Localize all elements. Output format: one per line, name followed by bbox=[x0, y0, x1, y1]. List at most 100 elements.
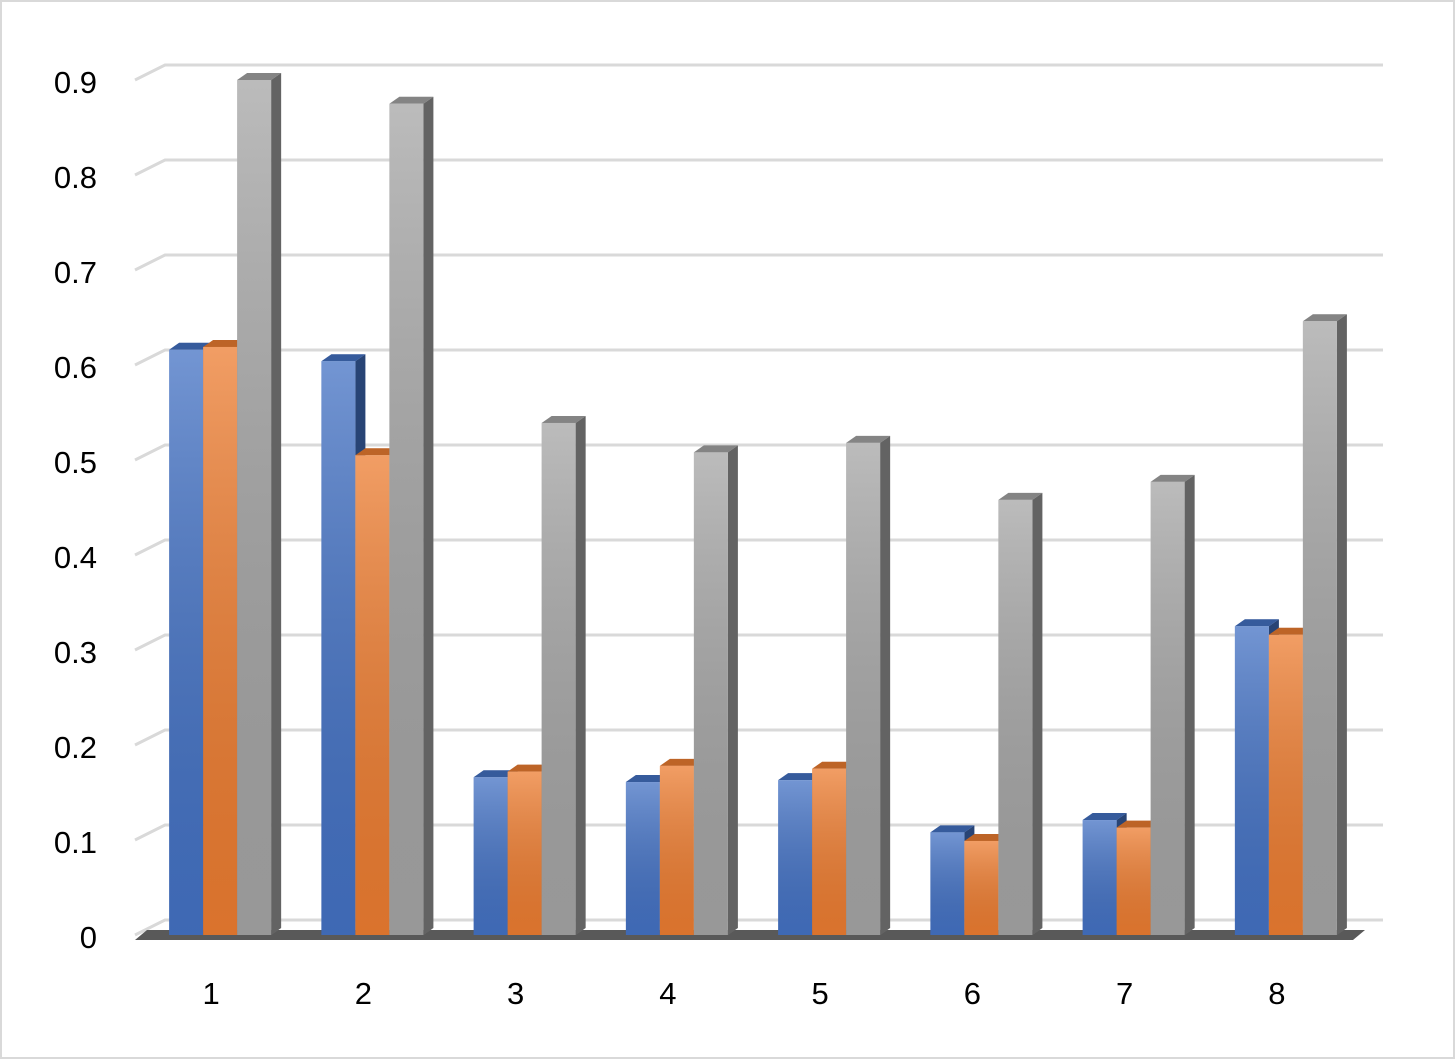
bar-top-shade bbox=[541, 415, 586, 423]
bar-top-shade bbox=[964, 833, 1009, 841]
bar-top-shade bbox=[930, 825, 975, 833]
grid-line bbox=[134, 63, 1383, 82]
bar-shine bbox=[998, 499, 1033, 935]
bar-shine bbox=[778, 780, 813, 935]
bar-shine bbox=[964, 840, 999, 935]
bar-shine bbox=[812, 768, 847, 935]
bar-top bbox=[1302, 314, 1347, 322]
bar-shine bbox=[237, 80, 272, 935]
bar-side bbox=[423, 96, 434, 935]
bar-top bbox=[1268, 627, 1313, 635]
bar-top-shade bbox=[1268, 627, 1313, 635]
bar-top bbox=[659, 758, 704, 766]
bar-top bbox=[355, 448, 400, 456]
bar-side bbox=[575, 415, 586, 935]
x-tick-label: 5 bbox=[812, 976, 829, 1011]
y-tick-label: 0.4 bbox=[54, 540, 97, 575]
bar-shine bbox=[507, 771, 542, 935]
y-tick-label: 0.9 bbox=[54, 65, 97, 100]
bar-top-shade bbox=[1234, 619, 1279, 627]
grid-line bbox=[134, 348, 1383, 367]
bar-side-shade bbox=[1336, 314, 1347, 935]
y-tick-label: 0.8 bbox=[54, 160, 97, 195]
bar-top-shade bbox=[169, 342, 214, 350]
bar-top-shade bbox=[625, 775, 670, 783]
bar-side-shade bbox=[880, 435, 891, 935]
bar-top-shade bbox=[998, 492, 1043, 500]
bar-top-shade bbox=[321, 354, 366, 362]
bar-top-shade bbox=[1082, 813, 1127, 821]
bar-shine bbox=[355, 455, 390, 935]
bar-shine bbox=[473, 777, 508, 935]
bar-top-shade bbox=[389, 96, 434, 104]
bar-top bbox=[237, 73, 282, 80]
grid-line bbox=[134, 633, 1383, 652]
bar-top bbox=[203, 339, 248, 347]
bar-top-shade bbox=[1150, 474, 1195, 482]
bar-top bbox=[1082, 813, 1127, 821]
bar-shine bbox=[203, 346, 238, 935]
y-tick-label: 0.3 bbox=[54, 635, 97, 670]
x-tick-label: 2 bbox=[355, 976, 372, 1011]
bar-top-shade bbox=[473, 770, 518, 778]
bar-shine bbox=[846, 442, 881, 935]
bar-top bbox=[1150, 474, 1195, 482]
bar-top bbox=[625, 775, 670, 783]
x-tick-label: 8 bbox=[1268, 976, 1285, 1011]
bar-shine bbox=[625, 782, 660, 935]
bar-side bbox=[1336, 314, 1347, 935]
y-tick-label: 0.6 bbox=[54, 350, 97, 385]
grid-line bbox=[134, 538, 1383, 557]
bars bbox=[169, 73, 1347, 935]
bar-side bbox=[880, 435, 891, 935]
grid-line bbox=[134, 728, 1383, 747]
bar-top bbox=[507, 764, 552, 772]
bar-shine bbox=[541, 422, 576, 935]
bar-top-shade bbox=[659, 758, 704, 766]
bar-top bbox=[321, 354, 366, 362]
bar-top-shade bbox=[1302, 314, 1347, 322]
bar-top-shade bbox=[1116, 820, 1161, 828]
bar-shine bbox=[930, 832, 965, 935]
bar-side-shade bbox=[423, 96, 434, 935]
bar-shine bbox=[1150, 481, 1185, 935]
x-tick-label: 6 bbox=[964, 976, 981, 1011]
bar-top bbox=[998, 492, 1043, 500]
bar-shine bbox=[321, 361, 356, 935]
bar-shine bbox=[659, 765, 694, 935]
grid-line bbox=[134, 443, 1383, 462]
bar-top-shade bbox=[693, 445, 738, 453]
bar-top-shade bbox=[846, 435, 891, 443]
bar-side bbox=[1184, 474, 1195, 935]
bar-side bbox=[727, 445, 738, 935]
bar-top bbox=[693, 445, 738, 453]
bar-top-shade bbox=[507, 764, 552, 772]
y-tick-label: 0.7 bbox=[54, 255, 97, 290]
grid-line bbox=[134, 253, 1383, 272]
bar-top-shade bbox=[203, 339, 248, 347]
bar-shine bbox=[1116, 827, 1151, 935]
bar-top bbox=[930, 825, 975, 833]
bar-side bbox=[271, 73, 282, 935]
bar-top bbox=[541, 415, 586, 423]
bar-side-shade bbox=[271, 73, 282, 935]
bar-shine bbox=[1234, 626, 1269, 935]
bar-side bbox=[1032, 492, 1043, 935]
bar-top-shade bbox=[355, 448, 400, 456]
x-tick-label: 4 bbox=[659, 976, 676, 1011]
grid-line bbox=[134, 158, 1383, 177]
bar-top-shade bbox=[778, 773, 823, 781]
y-tick-label: 0.2 bbox=[54, 730, 97, 765]
bar-shine bbox=[1082, 820, 1117, 935]
bar-top bbox=[473, 770, 518, 778]
y-tick-label: 0.5 bbox=[54, 445, 97, 480]
bar-side-shade bbox=[1184, 474, 1195, 935]
floor bbox=[135, 930, 1365, 940]
bar-top bbox=[389, 96, 434, 104]
grid-line bbox=[134, 823, 1383, 842]
bar-top bbox=[964, 833, 1009, 841]
y-tick-label: 0.1 bbox=[54, 825, 97, 860]
bar-side-shade bbox=[1032, 492, 1043, 935]
y-tick-label: 0 bbox=[80, 920, 97, 955]
bar-top bbox=[1234, 619, 1279, 627]
